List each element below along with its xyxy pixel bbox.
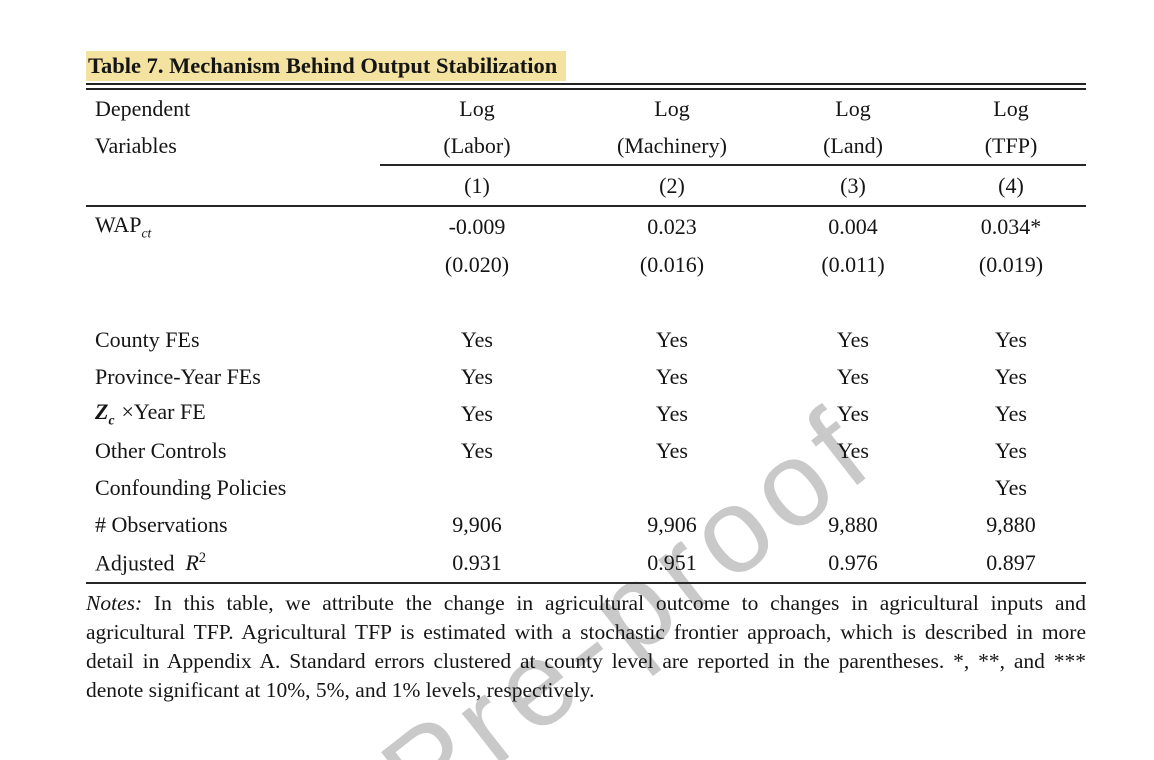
zc-year-fe-row: Zc ×Year FE Yes Yes Yes Yes [86, 395, 1086, 432]
col-header-machinery-line2: (Machinery) [574, 127, 770, 166]
row-label-county-fes: County FEs [95, 326, 200, 352]
col-number-2: (2) [574, 165, 770, 207]
observations-2: 9,906 [647, 512, 697, 537]
row-label-zc-year-fe: Zc ×Year FE [95, 398, 206, 428]
adjusted-r2-4: 0.897 [936, 544, 1086, 584]
col-header-labor-line2: (Labor) [380, 127, 574, 166]
col-number-4: (4) [936, 165, 1086, 207]
col-header-tfp-line1: Log [993, 95, 1029, 121]
wap-coef-land: 0.004 [828, 213, 878, 239]
wap-coef-tfp: 0.034* [980, 213, 1042, 239]
notes-text: In this table, we attribute the change i… [86, 591, 1086, 702]
adjusted-r2-3: 0.976 [770, 544, 936, 584]
table-top-rule [86, 83, 1086, 90]
col-header-land-line1: Log [835, 95, 871, 121]
province-year-fes-row: Province-Year FEs Yes Yes Yes Yes [86, 358, 1086, 395]
wap-se-machinery: (0.016) [639, 251, 705, 277]
zc-year-fe-3: Yes [836, 400, 869, 426]
table-block: Table 7. Mechanism Behind Output Stabili… [86, 51, 1086, 705]
empty-cell [86, 246, 380, 283]
row-label-province-year-fes: Province-Year FEs [95, 363, 261, 389]
other-controls-row: Other Controls Yes Yes Yes Yes [86, 432, 1086, 469]
row-label-confounding-policies: Confounding Policies [95, 474, 287, 500]
confounding-policies-2 [574, 469, 770, 506]
zc-year-fe-1: Yes [460, 400, 493, 426]
wap-coef-labor: -0.009 [448, 213, 506, 239]
observations-3: 9,880 [828, 512, 878, 537]
other-controls-3: Yes [836, 437, 869, 463]
wap-se-land: (0.011) [821, 251, 885, 277]
confounding-policies-4: Yes [994, 474, 1027, 500]
county-fes-2: Yes [655, 326, 688, 352]
province-year-fes-3: Yes [836, 363, 869, 389]
row-label-wap: WAPct [95, 211, 152, 241]
other-controls-4: Yes [994, 437, 1027, 463]
table-title-line: Table 7. Mechanism Behind Output Stabili… [86, 51, 1086, 81]
spacer-cell [86, 283, 1086, 321]
header-row-1: Dependent Log Log Log Log [86, 90, 1086, 127]
col-header-land-line2: (Land) [770, 127, 936, 166]
other-controls-1: Yes [460, 437, 493, 463]
table-title: Table 7. Mechanism Behind Output Stabili… [86, 51, 567, 81]
wap-coef-machinery: 0.023 [647, 213, 697, 239]
county-fes-1: Yes [460, 326, 493, 352]
confounding-policies-3 [770, 469, 936, 506]
col-number-1: (1) [380, 165, 574, 207]
observations-4: 9,880 [986, 512, 1036, 537]
county-fes-row: County FEs Yes Yes Yes Yes [86, 321, 1086, 358]
table-notes: Notes: In this table, we attribute the c… [86, 589, 1086, 705]
confounding-policies-row: Confounding Policies Yes [86, 469, 1086, 506]
zc-year-fe-2: Yes [655, 400, 688, 426]
county-fes-3: Yes [836, 326, 869, 352]
header-row-2: Variables (Labor) (Machinery) (Land) (TF… [86, 127, 1086, 166]
wap-se-row: (0.020) (0.016) (0.011) (0.019) [86, 246, 1086, 283]
province-year-fes-4: Yes [994, 363, 1027, 389]
wap-coefficient-row: WAPct -0.009 0.023 0.004 0.034* [86, 206, 1086, 246]
notes-label: Notes: [86, 591, 143, 615]
observations-1: 9,906 [452, 512, 502, 537]
other-controls-2: Yes [655, 437, 688, 463]
row-label-adjusted-r2: Adjusted R2 [86, 544, 380, 584]
adjusted-r2-2: 0.951 [574, 544, 770, 584]
col-header-labor-line1: Log [459, 95, 495, 121]
dep-var-label-line2: Variables [95, 133, 177, 158]
county-fes-4: Yes [994, 326, 1027, 352]
observations-row: # Observations 9,906 9,906 9,880 9,880 [86, 506, 1086, 544]
province-year-fes-2: Yes [655, 363, 688, 389]
wap-se-labor: (0.020) [444, 251, 510, 277]
adjusted-r2-1: 0.931 [380, 544, 574, 584]
col-header-machinery-line1: Log [654, 95, 690, 121]
wap-se-tfp: (0.019) [978, 251, 1044, 277]
col-header-tfp-line2: (TFP) [936, 127, 1086, 166]
column-number-row: (1) (2) (3) (4) [86, 165, 1086, 207]
confounding-policies-1 [380, 469, 574, 506]
row-label-observations: # Observations [95, 512, 228, 537]
regression-table: Dependent Log Log Log Log Variables (Lab… [86, 90, 1086, 584]
province-year-fes-1: Yes [460, 363, 493, 389]
zc-year-fe-4: Yes [994, 400, 1027, 426]
dep-var-label-line1: Dependent [95, 95, 191, 121]
empty-cell [86, 165, 380, 207]
spacer-row [86, 283, 1086, 321]
col-number-3: (3) [770, 165, 936, 207]
adjusted-r2-row: Adjusted R2 0.931 0.951 0.976 0.897 [86, 544, 1086, 584]
row-label-other-controls: Other Controls [95, 437, 227, 463]
